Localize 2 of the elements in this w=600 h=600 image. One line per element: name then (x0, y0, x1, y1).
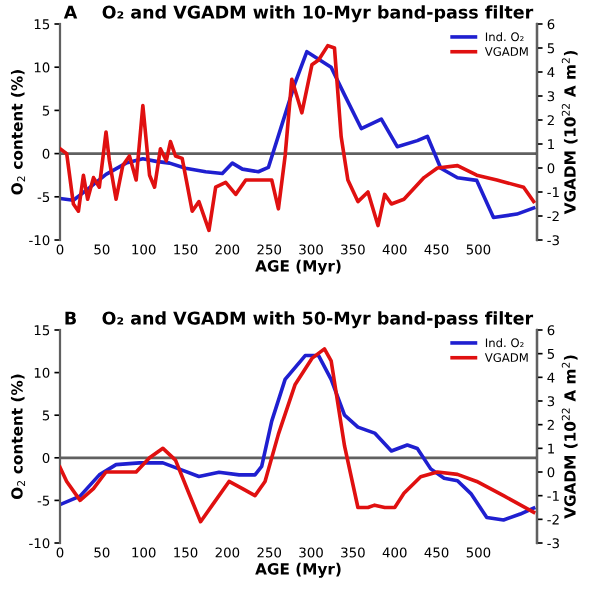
chart-title: A O₂ and VGADM with 10-Myr band-pass filter (63, 5, 534, 23)
chart-title: B O₂ and VGADM with 50-Myr band-pass filter (65, 311, 534, 329)
